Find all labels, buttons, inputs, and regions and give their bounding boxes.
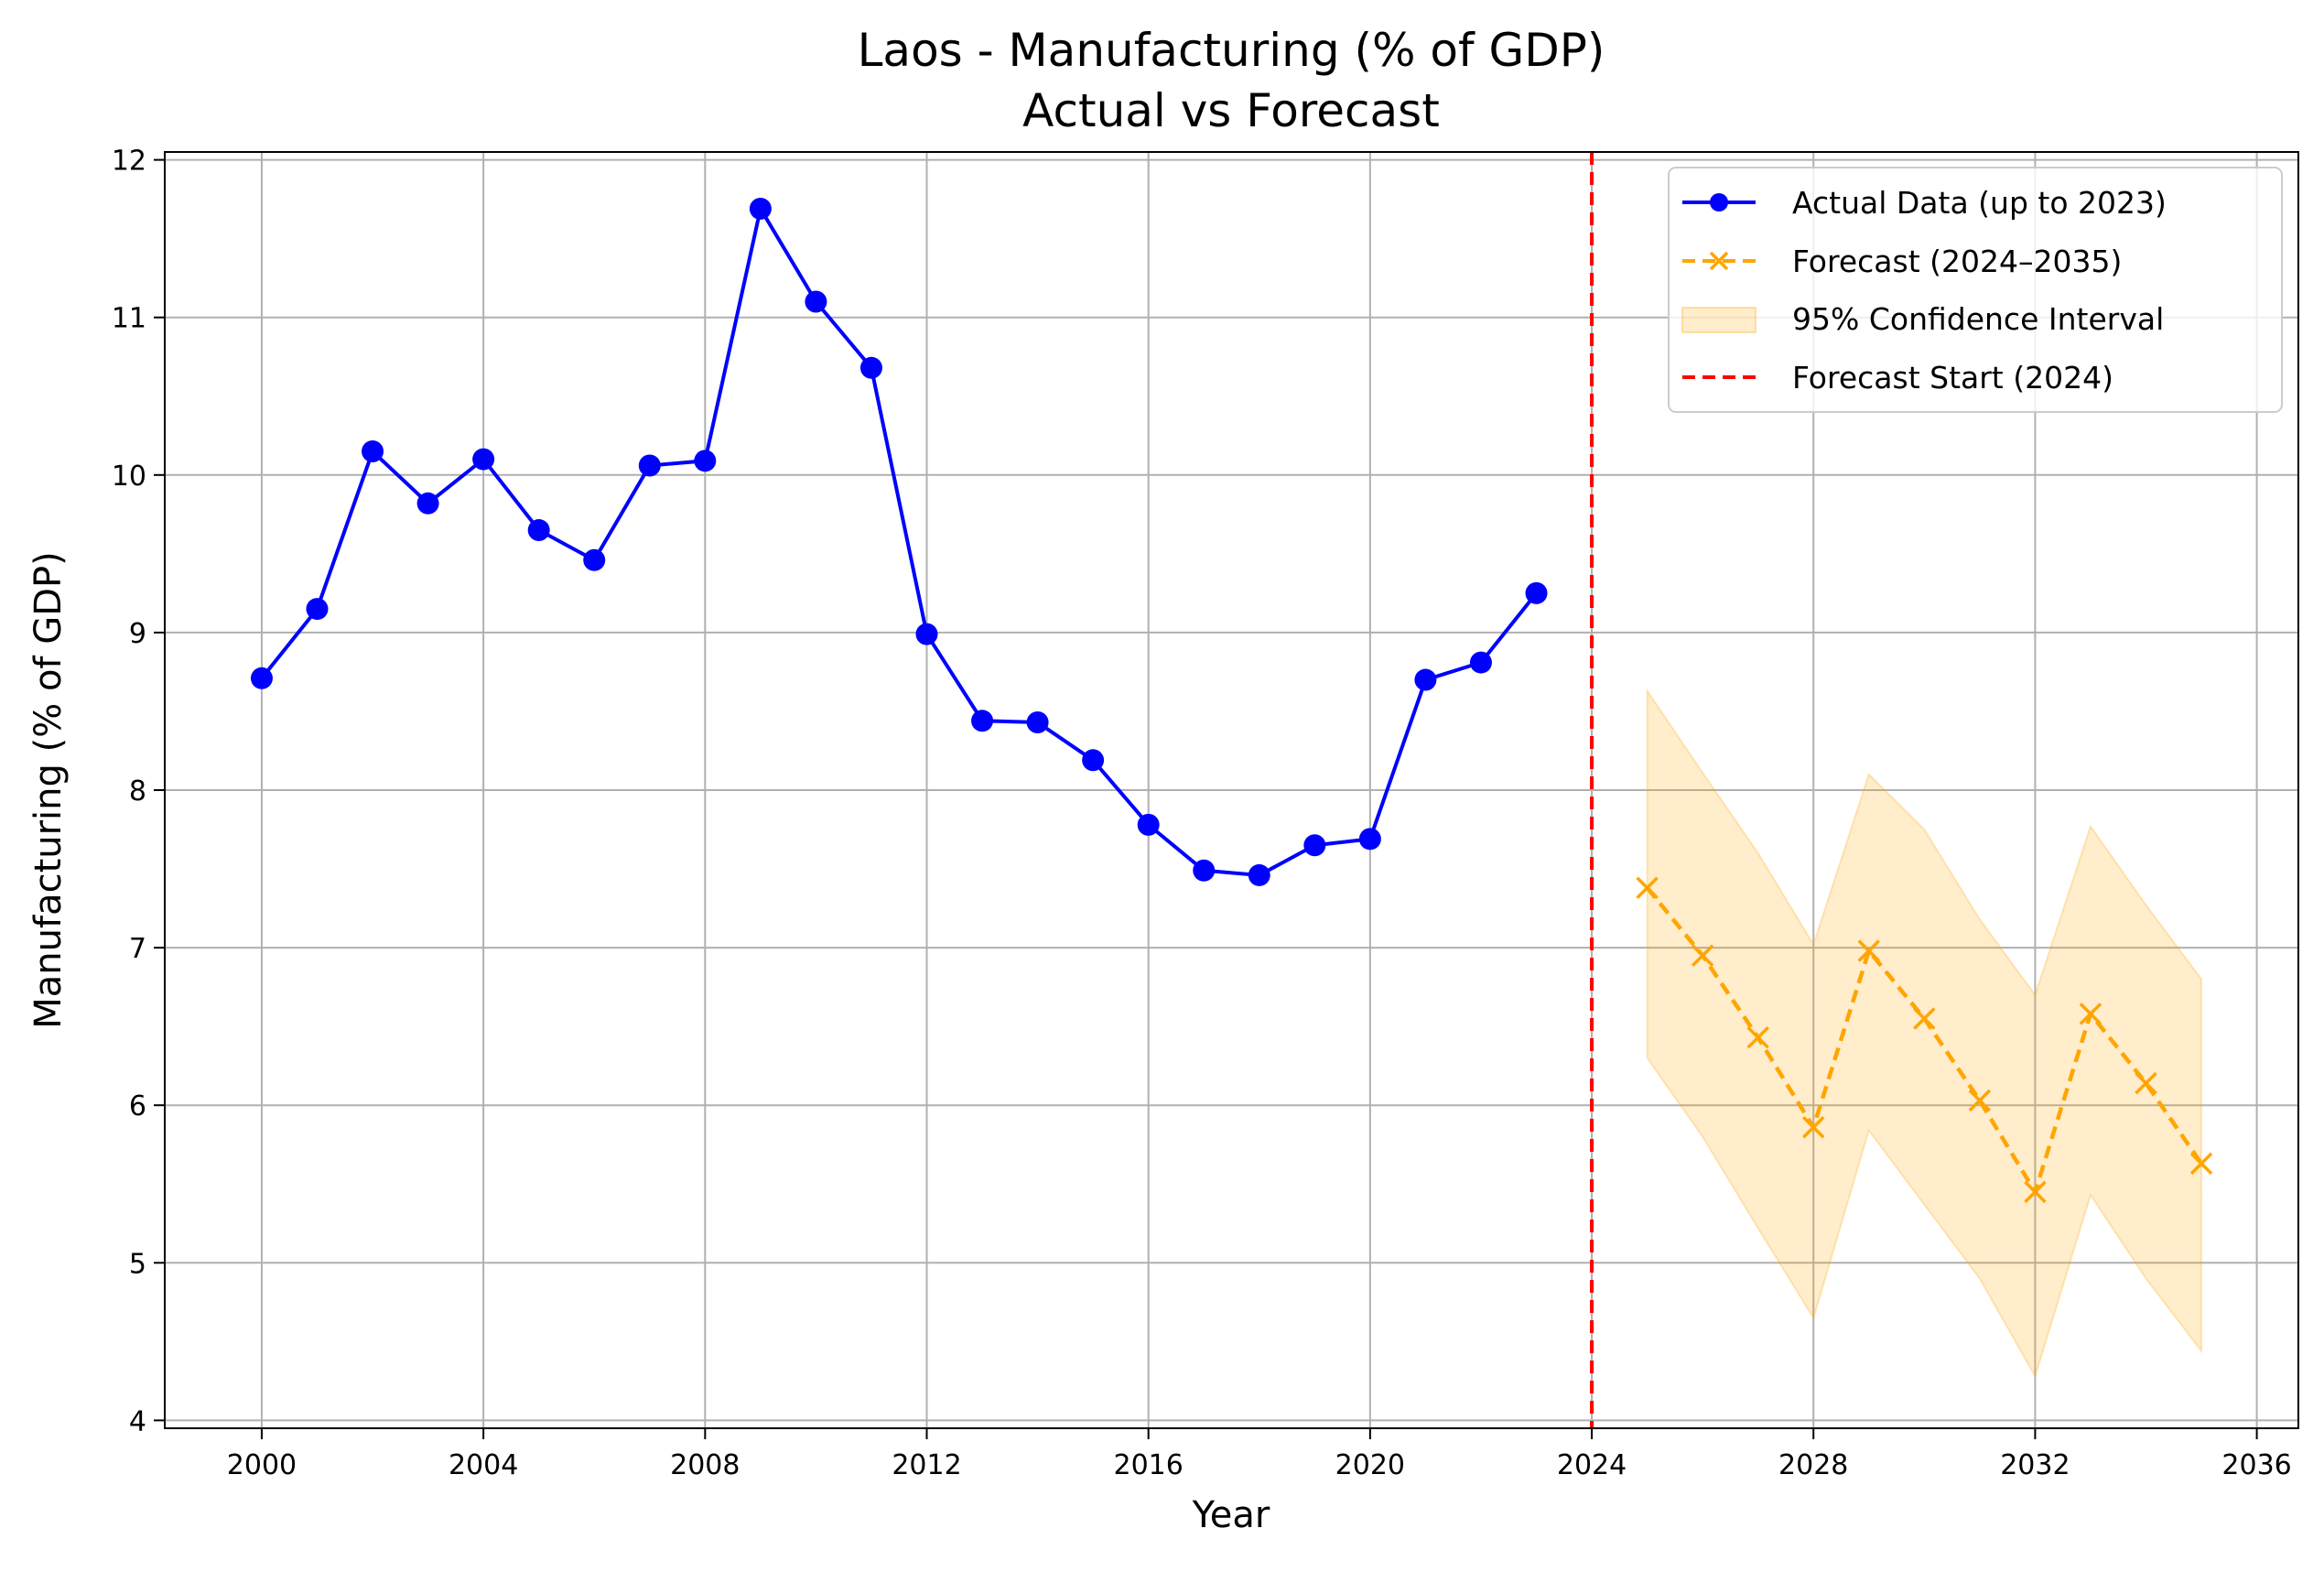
actual-point [527, 519, 550, 542]
chart-subtitle: Actual vs Forecast [1022, 84, 1440, 137]
y-axis-ticks: 4 5 6 7 8 9 10 11 12 [112, 146, 165, 1437]
forecast-point [1746, 1025, 1769, 1049]
y-tick-label: 7 [129, 933, 146, 965]
forecast-point [1636, 876, 1659, 899]
x-tick-label: 2004 [449, 1449, 518, 1481]
actual-point [1082, 749, 1105, 772]
actual-point [1137, 813, 1160, 836]
y-tick-label: 10 [112, 461, 146, 493]
actual-point [1469, 651, 1492, 674]
actual-point [805, 290, 827, 313]
x-tick-label: 2032 [2000, 1449, 2070, 1481]
actual-point [1525, 581, 1548, 604]
chart-title: Laos - Manufacturing (% of GDP) [858, 24, 1605, 77]
legend-actual-marker [1710, 193, 1728, 211]
actual-point [749, 197, 772, 220]
actual-point [362, 439, 384, 462]
actual-point [416, 492, 439, 515]
y-tick-label: 8 [129, 775, 146, 808]
forecast-point [1913, 1007, 1936, 1030]
y-tick-label: 4 [129, 1405, 146, 1437]
x-tick-label: 2020 [1335, 1449, 1405, 1481]
actual-point [694, 450, 717, 472]
actual-point [306, 598, 329, 621]
ci-area [1646, 688, 2203, 1379]
x-axis-ticks: 2000 2004 2008 2012 2016 2020 2024 2028 2032 2036 [227, 1428, 2292, 1481]
x-tick-label: 2012 [892, 1449, 961, 1481]
x-tick-label: 2028 [1778, 1449, 1848, 1481]
forecast-point [1857, 939, 1881, 962]
y-axis-title: Manufacturing (% of GDP) [27, 551, 70, 1028]
legend-actual-label: Actual Data (up to 2023) [1792, 185, 2167, 221]
actual-point [472, 448, 495, 471]
forecast-point [2079, 1003, 2102, 1025]
x-tick-label: 2000 [227, 1449, 297, 1481]
series-lines [250, 197, 2213, 1204]
y-tick-label: 12 [112, 146, 146, 178]
legend-forecast-start-label: Forecast Start (2024) [1792, 360, 2113, 396]
forecast-point [1691, 944, 1714, 967]
actual-point [1358, 828, 1381, 851]
actual-point [915, 623, 938, 645]
legend-ci-label: 95% Confidence Interval [1792, 301, 2164, 337]
actual-point [1026, 710, 1049, 733]
y-tick-label: 5 [129, 1248, 146, 1280]
legend-forecast-label: Forecast (2024–2035) [1792, 244, 2122, 279]
y-tick-label: 11 [112, 303, 146, 335]
x-tick-label: 2016 [1114, 1449, 1184, 1481]
legend: Actual Data (up to 2023) Forecast (2024–… [1668, 167, 2283, 413]
y-tick-label: 9 [129, 618, 146, 650]
legend-box [1668, 167, 2283, 413]
forecast-point [1801, 1116, 1825, 1139]
actual-point [1414, 668, 1437, 691]
actual-point [638, 454, 661, 477]
legend-ci-swatch [1681, 307, 1757, 333]
actual-point [1303, 834, 1326, 857]
actual-point [1193, 859, 1216, 882]
x-tick-label: 2008 [670, 1449, 740, 1481]
forecast-point [2189, 1152, 2213, 1176]
actual-point [250, 667, 273, 689]
actual-point [859, 356, 882, 379]
x-tick-label: 2024 [1557, 1449, 1627, 1481]
x-tick-label: 2036 [2221, 1449, 2291, 1481]
x-axis-title: Year [1192, 1494, 1270, 1536]
actual-point [1248, 863, 1270, 886]
actual-point [971, 710, 994, 732]
forecast-point [2024, 1180, 2047, 1204]
actual-point [583, 548, 606, 571]
y-tick-label: 6 [129, 1090, 146, 1122]
confidence-interval-band [1646, 688, 2203, 1379]
forecast-point [2135, 1071, 2157, 1095]
forecast-point [1968, 1089, 1992, 1112]
legend-forecast-marker [1709, 251, 1729, 271]
